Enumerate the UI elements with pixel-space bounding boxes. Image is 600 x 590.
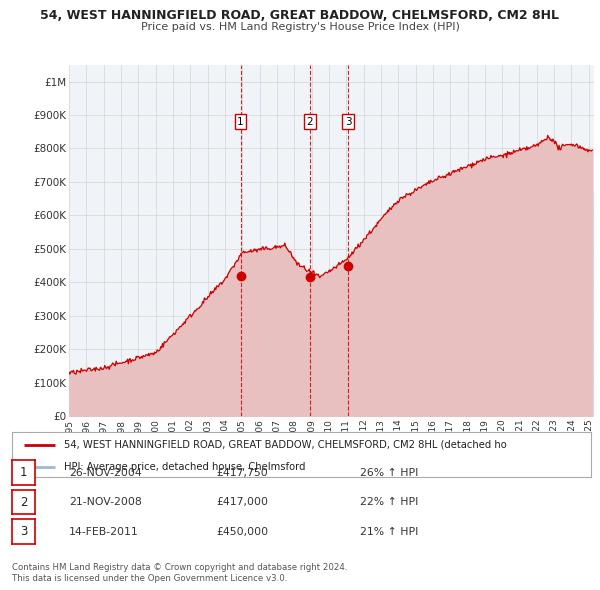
Text: 1: 1 bbox=[20, 466, 27, 479]
Text: 2: 2 bbox=[307, 117, 313, 127]
Text: 21-NOV-2008: 21-NOV-2008 bbox=[69, 497, 142, 507]
Text: 22% ↑ HPI: 22% ↑ HPI bbox=[360, 497, 418, 507]
Text: 26-NOV-2004: 26-NOV-2004 bbox=[69, 468, 142, 477]
Text: 2: 2 bbox=[20, 496, 27, 509]
Text: 3: 3 bbox=[20, 525, 27, 538]
Text: This data is licensed under the Open Government Licence v3.0.: This data is licensed under the Open Gov… bbox=[12, 574, 287, 583]
Text: £450,000: £450,000 bbox=[216, 527, 268, 536]
Text: 26% ↑ HPI: 26% ↑ HPI bbox=[360, 468, 418, 477]
Text: 14-FEB-2011: 14-FEB-2011 bbox=[69, 527, 139, 536]
Text: 54, WEST HANNINGFIELD ROAD, GREAT BADDOW, CHELMSFORD, CM2 8HL: 54, WEST HANNINGFIELD ROAD, GREAT BADDOW… bbox=[41, 9, 560, 22]
Text: 54, WEST HANNINGFIELD ROAD, GREAT BADDOW, CHELMSFORD, CM2 8HL (detached ho: 54, WEST HANNINGFIELD ROAD, GREAT BADDOW… bbox=[64, 440, 507, 450]
Text: Price paid vs. HM Land Registry's House Price Index (HPI): Price paid vs. HM Land Registry's House … bbox=[140, 22, 460, 32]
Text: £417,750: £417,750 bbox=[216, 468, 268, 477]
Text: 1: 1 bbox=[237, 117, 244, 127]
Text: £417,000: £417,000 bbox=[216, 497, 268, 507]
Text: HPI: Average price, detached house, Chelmsford: HPI: Average price, detached house, Chel… bbox=[64, 462, 305, 472]
Text: 3: 3 bbox=[345, 117, 352, 127]
Text: Contains HM Land Registry data © Crown copyright and database right 2024.: Contains HM Land Registry data © Crown c… bbox=[12, 563, 347, 572]
Text: 21% ↑ HPI: 21% ↑ HPI bbox=[360, 527, 418, 536]
